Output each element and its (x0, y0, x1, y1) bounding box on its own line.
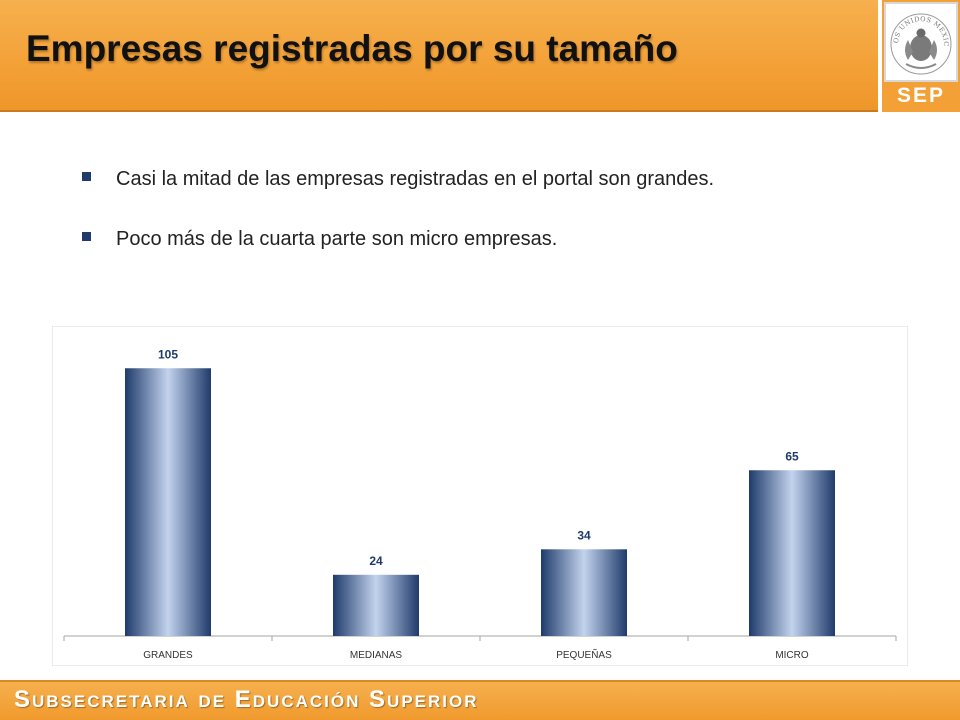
data-label: 34 (577, 528, 591, 542)
bar-pequeñas (541, 549, 627, 636)
page-title: Empresas registradas por su tamaño (26, 28, 678, 69)
title-bar: Empresas registradas por su tamaño (0, 0, 878, 112)
bar-grandes (125, 368, 211, 636)
square-bullet-icon (82, 172, 91, 181)
eagle-seal-icon: ESTADOS UNIDOS MEXICANOS (886, 4, 952, 75)
x-tick-label: MICRO (775, 650, 809, 661)
data-label: 65 (785, 449, 799, 463)
bullet-text: Casi la mitad de las empresas registrada… (116, 168, 715, 190)
chart-canvas: 105 GRANDES 24 MEDIANAS 34 PEQUEÑAS 65 MICRO (52, 326, 908, 666)
bar-chart: 105 GRANDES 24 MEDIANAS 34 PEQUEÑAS 65 MICRO (52, 326, 908, 666)
footer-bar: Subsecretaria de Educación Superior (0, 680, 960, 720)
footer-text: Subsecretaria de Educación Superior (14, 686, 479, 713)
mexico-seal: ESTADOS UNIDOS MEXICANOS (884, 2, 958, 82)
x-tick-label: MEDIANAS (350, 650, 403, 661)
data-label: 24 (369, 554, 383, 568)
bullet-item: Poco más de la cuarta parte son micro em… (78, 224, 838, 254)
bullet-list: Casi la mitad de las empresas registrada… (78, 164, 838, 254)
x-tick-label: GRANDES (143, 650, 193, 661)
bar-medianas (333, 574, 419, 636)
bullet-item: Casi la mitad de las empresas registrada… (78, 164, 838, 194)
bar-micro (749, 470, 835, 636)
sep-logo: ESTADOS UNIDOS MEXICANOS SEP (882, 0, 960, 112)
square-bullet-icon (82, 232, 91, 241)
sep-label: SEP (896, 84, 946, 107)
bullet-text: Poco más de la cuarta parte son micro em… (116, 228, 558, 250)
x-tick-label: PEQUEÑAS (556, 648, 612, 661)
data-label: 105 (158, 347, 178, 361)
